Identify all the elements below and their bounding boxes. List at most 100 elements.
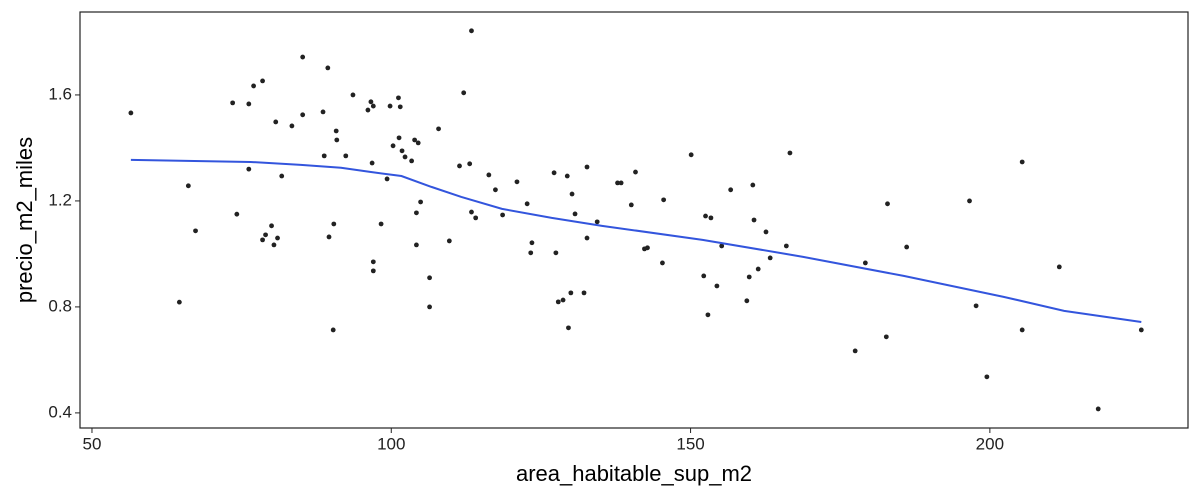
point <box>787 150 793 156</box>
point <box>984 374 990 380</box>
point <box>568 290 574 296</box>
point <box>660 260 665 266</box>
smooth-line <box>130 158 1142 324</box>
point <box>767 255 773 261</box>
point <box>397 104 403 110</box>
point <box>246 166 252 172</box>
point <box>368 99 374 105</box>
x-tick-label: 200 <box>976 434 1004 453</box>
point <box>852 348 858 354</box>
point <box>263 232 268 238</box>
point <box>618 180 624 186</box>
point <box>883 334 889 340</box>
point <box>370 259 376 265</box>
point <box>862 260 868 266</box>
point <box>564 173 570 179</box>
point <box>269 223 274 229</box>
point <box>414 242 419 248</box>
point <box>469 209 474 215</box>
point <box>350 92 356 98</box>
point <box>461 90 467 96</box>
point <box>230 100 236 106</box>
point <box>705 312 711 318</box>
point <box>427 304 432 310</box>
point <box>1019 159 1025 165</box>
point <box>185 183 191 189</box>
y-axis-title: precio_m2_miles <box>12 137 37 303</box>
point <box>365 107 371 113</box>
y-tick-label: 1.2 <box>48 190 72 209</box>
point <box>325 65 331 71</box>
point <box>176 299 182 305</box>
point <box>333 128 339 134</box>
point <box>584 164 590 170</box>
point <box>412 137 418 143</box>
point <box>584 235 590 241</box>
point <box>260 237 265 243</box>
point <box>529 240 535 246</box>
point <box>500 212 506 218</box>
point <box>399 148 405 154</box>
point <box>343 153 349 159</box>
point <box>1138 327 1144 333</box>
point <box>251 83 256 89</box>
point <box>300 54 306 60</box>
point <box>572 211 578 217</box>
point <box>446 238 452 244</box>
point <box>783 243 789 249</box>
x-axis-title: area_habitable_sup_m2 <box>516 461 752 486</box>
point <box>661 197 667 203</box>
point <box>193 228 198 234</box>
y-tick-label: 0.4 <box>48 402 72 421</box>
point <box>275 235 280 241</box>
point <box>427 275 432 281</box>
point <box>390 143 396 149</box>
point <box>703 213 708 219</box>
point <box>528 250 534 256</box>
point <box>728 187 734 193</box>
point <box>763 229 769 235</box>
point <box>457 163 462 169</box>
point <box>330 327 336 333</box>
point <box>473 215 479 221</box>
point <box>378 221 384 227</box>
point <box>1095 406 1101 412</box>
point <box>1019 327 1025 333</box>
point <box>524 201 530 207</box>
point <box>714 283 720 289</box>
plot-frame <box>79 11 1189 429</box>
point <box>486 172 492 178</box>
point <box>555 299 561 305</box>
point <box>402 154 408 160</box>
x-tick-label: 100 <box>377 434 405 453</box>
point <box>128 110 134 116</box>
point <box>751 217 757 223</box>
point <box>645 245 650 251</box>
point <box>569 191 575 197</box>
point <box>334 137 340 143</box>
point <box>719 243 725 249</box>
point <box>300 112 306 118</box>
y-tick-label: 0.8 <box>48 296 72 315</box>
point <box>321 153 327 159</box>
y-tick-label: 1.6 <box>48 84 72 103</box>
point <box>279 173 285 179</box>
point <box>750 182 756 188</box>
point <box>384 176 390 182</box>
point <box>387 103 393 109</box>
point <box>414 210 419 216</box>
point <box>615 180 620 186</box>
point <box>514 179 520 185</box>
point <box>320 109 326 115</box>
point <box>467 161 473 167</box>
x-tick-label: 150 <box>676 434 704 453</box>
point <box>566 325 571 331</box>
point <box>469 28 474 34</box>
point <box>396 95 401 101</box>
point <box>273 119 279 125</box>
point <box>493 187 498 193</box>
point <box>633 169 638 175</box>
point <box>628 202 634 208</box>
point <box>553 250 559 256</box>
